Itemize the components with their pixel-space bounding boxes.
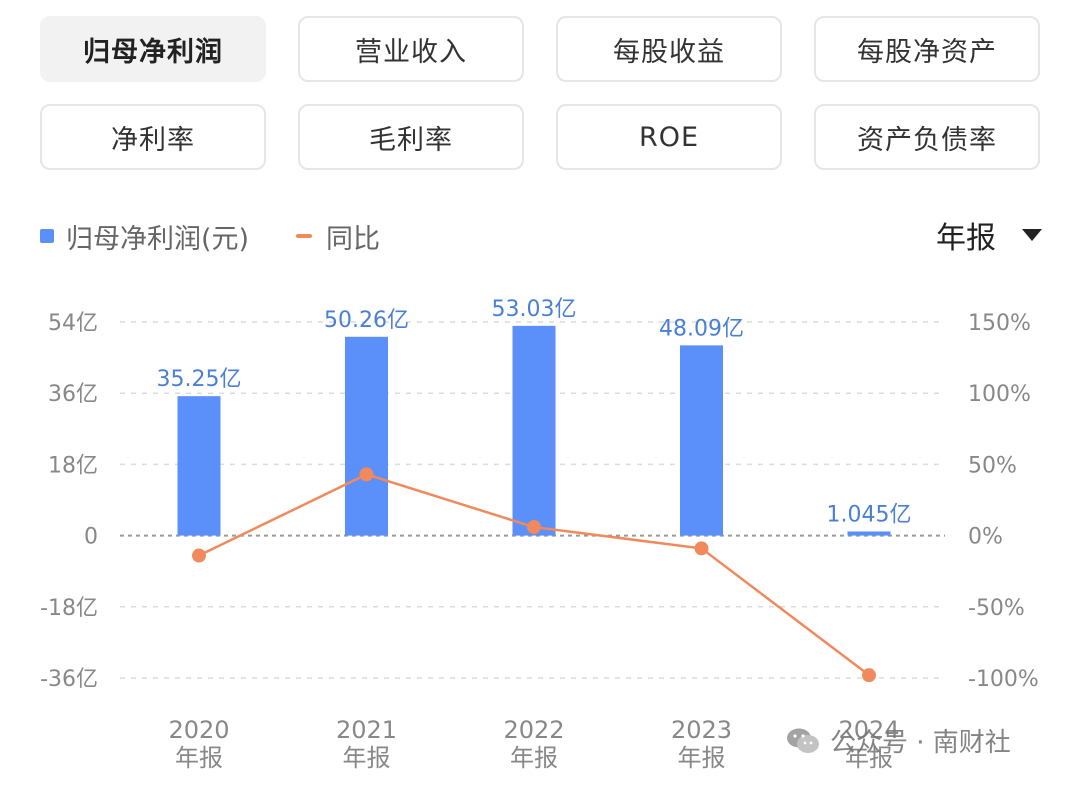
yoy-point xyxy=(862,668,876,683)
legend-line-label: 同比 xyxy=(326,223,380,255)
bar-value-label: 1.045亿 xyxy=(827,502,912,527)
caret-down-icon xyxy=(1022,229,1042,241)
tab-net-profit[interactable]: 归母净利润 xyxy=(40,16,266,82)
tab-debt-ratio[interactable]: 资产负债率 xyxy=(814,104,1040,170)
y-left-tick: -18亿 xyxy=(40,596,98,621)
period-dropdown[interactable]: 年报 xyxy=(936,212,1042,258)
y-left-tick: 36亿 xyxy=(48,382,98,407)
bar xyxy=(177,396,221,536)
bar-value-label: 48.09亿 xyxy=(659,316,744,341)
legend-bar[interactable]: 归母净利润(元) xyxy=(40,214,249,258)
x-tick-year: 2023 xyxy=(671,716,732,744)
yoy-point xyxy=(359,467,374,482)
tab-eps[interactable]: 每股收益 xyxy=(556,16,782,82)
tab-gross-margin[interactable]: 毛利率 xyxy=(298,104,524,170)
x-tick-period: 年报 xyxy=(510,744,558,772)
tab-revenue[interactable]: 营业收入 xyxy=(298,16,524,82)
yoy-point xyxy=(694,541,709,556)
tab-net-margin[interactable]: 净利率 xyxy=(40,104,266,170)
bar-swatch-icon xyxy=(40,229,54,243)
line-swatch-icon xyxy=(296,234,312,238)
x-tick-year: 2024 xyxy=(838,716,899,744)
bar xyxy=(345,336,388,536)
watermark-text: 公众号 · 南财社 xyxy=(830,728,1011,758)
x-tick-period: 年报 xyxy=(175,744,223,772)
net-profit-chart: 54亿 36亿 18亿 0 -18亿 -36亿 150% 100% 50% 0% -50% -100%… xyxy=(40,297,1039,772)
legend-bar-label: 归母净利润(元) xyxy=(66,223,250,255)
watermark: 公众号 · 南财社 xyxy=(786,722,1011,759)
x-tick-period: 年报 xyxy=(678,744,726,772)
yoy-point xyxy=(527,520,541,535)
y-left-tick: 0 xyxy=(84,525,98,550)
tab-roe[interactable]: ROE xyxy=(556,104,782,170)
bar-value-label: 35.25亿 xyxy=(157,367,242,392)
x-tick-period: 年报 xyxy=(845,744,893,772)
bar-value-label: 50.26亿 xyxy=(324,308,409,333)
y-left-tick: 18亿 xyxy=(48,453,98,478)
y-right-tick: 150% xyxy=(968,311,1031,336)
x-tick-period: 年报 xyxy=(343,744,391,772)
x-tick-year: 2020 xyxy=(168,716,229,744)
y-right-tick: -100% xyxy=(968,667,1039,692)
bar xyxy=(512,325,556,536)
yoy-point xyxy=(192,548,206,563)
y-right-tick: 100% xyxy=(968,382,1031,407)
period-value: 年报 xyxy=(936,221,996,256)
tab-bvps[interactable]: 每股净资产 xyxy=(814,16,1040,82)
bar xyxy=(680,345,723,536)
y-right-tick: 0% xyxy=(968,525,1003,550)
bar-value-label: 53.03亿 xyxy=(492,297,577,322)
bar xyxy=(847,531,891,536)
legend-line[interactable]: 同比 xyxy=(296,214,380,258)
x-tick-year: 2022 xyxy=(503,716,564,744)
wechat-icon xyxy=(787,728,819,753)
y-right-tick: 50% xyxy=(968,453,1017,478)
y-left-tick: 54亿 xyxy=(48,311,98,336)
y-right-tick: -50% xyxy=(968,596,1025,621)
y-left-tick: -36亿 xyxy=(40,667,98,692)
x-tick-year: 2021 xyxy=(336,716,397,744)
